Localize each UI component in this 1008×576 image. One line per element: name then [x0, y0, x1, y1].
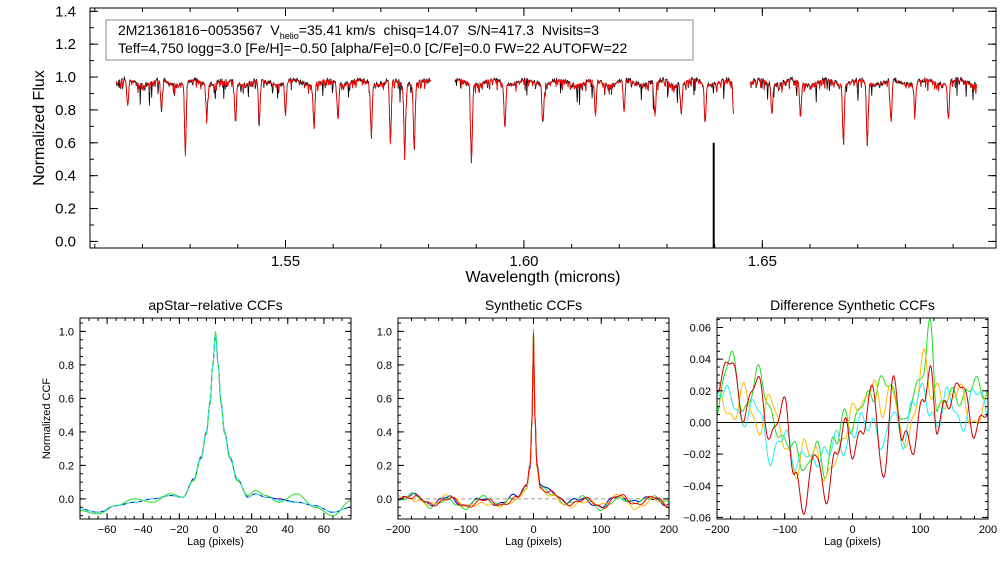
spectrum-observed-line: [750, 76, 977, 147]
spectrum-model-line: [116, 78, 432, 161]
spectrum-model-line: [750, 78, 977, 144]
apstar-ccf-traces: [80, 331, 351, 517]
spectrum-model-line: [454, 78, 734, 162]
apstar-ccf-xtick-label: 60: [318, 524, 330, 536]
spectrum-panel: 1.55 1.60 1.65 0.0 0.2 0.4 0.6 0.8 1.0 1.2 1.4 Wave…: [31, 3, 997, 286]
apstar-ccf-xtick-label: −20: [170, 524, 189, 536]
apstar-ccf-xtick-label: 20: [246, 524, 258, 536]
difference-ccf-traces: [717, 318, 988, 516]
spectrum-xlabel: Wavelength (microns): [465, 269, 620, 286]
synthetic-ccf-panel: Synthetic CCFs −200 −100 0 100 200 0.0 0.2 0.4 0…: [377, 297, 678, 548]
synthetic-ccf-ytick-label: 0.8: [377, 360, 392, 372]
info-box: [105, 19, 694, 61]
synthetic-ccf-xtick-label: 100: [592, 524, 610, 536]
spectrum-xtick-label: 1.55: [271, 253, 300, 270]
difference-ccf-frame: [716, 317, 989, 520]
spectrum-ytick-label: 0.2: [55, 201, 76, 218]
sn-value: S/N=417.3: [467, 22, 534, 38]
apstar-ccf-ytick-label: 0.8: [59, 360, 74, 372]
ccf-trace-group: [398, 328, 669, 512]
apstar-ccf-xtick-label: −60: [98, 524, 117, 536]
ccf-series-visit-1: [80, 333, 351, 513]
difference-ccf-ytick-label: −0.02: [683, 449, 711, 461]
apstar-ccf-ytick-label: 0.0: [59, 494, 74, 506]
apstar-ccf-title: apStar−relative CCFs: [148, 297, 282, 313]
synthetic-ccf-traces: [398, 328, 669, 512]
ccf-series-visit-3: [80, 333, 351, 513]
synthetic-ccf-xtick-label: 0: [530, 524, 536, 536]
apstar-ccf-panel: apStar−relative CCFs −60 −40 −20 0 20 40 60 0.0…: [41, 297, 352, 548]
vhelio-value: =35.41 km/s: [299, 22, 376, 38]
difference-ccf-xtick-label: 200: [979, 524, 997, 536]
spectrum-frame: [89, 7, 997, 249]
difference-ccf-ytick-label: 0.06: [690, 322, 711, 334]
apstar-ccf-ytick-label: 1.0: [59, 326, 74, 338]
spectrum-ytick-label: 0.0: [55, 233, 76, 250]
difference-ccf-xtick-label: 0: [849, 524, 855, 536]
spectrum-ytick-label: 0.8: [55, 102, 76, 119]
synthetic-ccf-ytick-label: 0.0: [377, 494, 392, 506]
vhelio-symbol: V: [270, 22, 280, 38]
difference-ccf-ytick-label: −0.06: [683, 512, 711, 524]
spectrum-ytick-label: 0.4: [55, 168, 76, 185]
difference-ccf-xtick-label: 100: [911, 524, 929, 536]
apstar-ccf-xtick-label: 0: [212, 524, 218, 536]
ccf-series-visit-2: [717, 348, 988, 482]
apstar-ccf-ytick-label: 0.6: [59, 393, 74, 405]
spectrum-traces: [115, 75, 977, 248]
apstar-ccf-xtick-label: 40: [282, 524, 294, 536]
spectrum-ytick-label: 0.6: [55, 135, 76, 152]
ccf-series-visit-1: [717, 318, 988, 480]
ccf-series-visit-2: [398, 328, 669, 512]
ccf-series-visit-3: [717, 382, 988, 471]
difference-ccf-ytick-label: 0.00: [690, 417, 711, 429]
difference-ccf-ytick-label: −0.04: [683, 481, 711, 493]
apstar-ccf-axes: −60 −40 −20 0 20 40 60 0.0 0.2 0.4 0.6 0.8 1.0 Lag (p…: [41, 317, 352, 548]
apstar-ccf-frame: [79, 317, 352, 520]
nvisits-value: Nvisits=3: [542, 22, 599, 38]
apstar-ccf-ytick-label: 0.2: [59, 460, 74, 472]
difference-ccf-ytick-label: 0.04: [690, 354, 711, 366]
info-line-2: Teff=4,750 logg=3.0 [Fe/H]=−0.50 [alpha/…: [118, 40, 627, 56]
ccf-trace-group: [80, 331, 351, 517]
synthetic-ccf-ytick-label: 0.2: [377, 460, 392, 472]
synthetic-ccf-xtick-label: −200: [386, 524, 411, 536]
difference-ccf-axes: −200 −100 0 100 200 −0.06 −0.04 −0.02 0.00 0.02 0.…: [683, 317, 997, 548]
spectrum-ytick-label: 1.4: [55, 3, 76, 20]
ccf-series-visit-4: [717, 361, 988, 516]
difference-ccf-xtick-label: −200: [705, 524, 730, 536]
ccf-series-template: [398, 332, 669, 509]
ccf-series-visit-3: [398, 332, 669, 510]
synthetic-ccf-xtick-label: 200: [660, 524, 678, 536]
difference-ccf-title: Difference Synthetic CCFs: [770, 297, 935, 313]
synthetic-ccf-xlabel: Lag (pixels): [505, 536, 562, 548]
star-id: 2M21361816−0053567: [118, 22, 263, 38]
ccf-series-visit-2: [80, 331, 351, 517]
difference-ccf-ytick-label: 0.02: [690, 386, 711, 398]
vhelio-subscript: helio: [280, 31, 299, 41]
spectrum-axes: 1.55 1.60 1.65 0.0 0.2 0.4 0.6 0.8 1.0 1.2 1.4 Wave…: [31, 3, 997, 286]
info-line-1: 2M21361816−0053567 Vhelio=35.41 km/s chisq…: [118, 22, 599, 41]
synthetic-ccf-xtick-label: −100: [453, 524, 478, 536]
synthetic-ccf-ytick-label: 1.0: [377, 326, 392, 338]
spectrum-xtick-label: 1.65: [748, 253, 777, 270]
synthetic-ccf-ytick-label: 0.6: [377, 393, 392, 405]
apstar-ccf-xtick-label: −40: [134, 524, 153, 536]
apstar-ccf-xlabel: Lag (pixels): [187, 536, 244, 548]
difference-ccf-xtick-label: −100: [772, 524, 797, 536]
spectrum-ytick-label: 1.0: [55, 69, 76, 86]
synthetic-ccf-axes: −200 −100 0 100 200 0.0 0.2 0.4 0.6 0.8 1.0 Lag (pi…: [377, 317, 678, 548]
apstar-ccf-ytick-label: 0.4: [59, 427, 74, 439]
spectrum-ylabel: Normalized Flux: [31, 70, 48, 186]
synthetic-ccf-ytick-label: 0.4: [377, 427, 392, 439]
spectrum-xtick-label: 1.60: [509, 253, 538, 270]
ccf-trace-group: [717, 318, 988, 516]
chisq-value: chisq=14.07: [383, 22, 459, 38]
difference-ccf-xlabel: Lag (pixels): [824, 536, 881, 548]
difference-ccf-panel: Difference Synthetic CCFs −200 −100 0 100 20…: [683, 297, 997, 548]
spectrum-ytick-label: 1.2: [55, 36, 76, 53]
synthetic-ccf-title: Synthetic CCFs: [485, 297, 582, 313]
apstar-ccf-ylabel: Normalized CCF: [41, 378, 53, 460]
